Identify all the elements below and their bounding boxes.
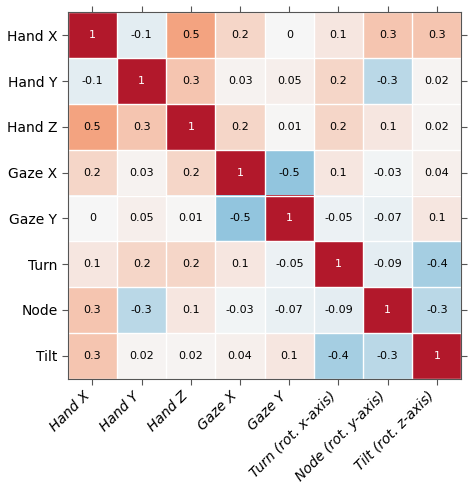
Text: 1: 1	[335, 259, 342, 269]
Text: 0.1: 0.1	[281, 351, 298, 361]
Text: 0.2: 0.2	[83, 168, 101, 178]
Text: -0.4: -0.4	[426, 259, 448, 269]
Text: 0.2: 0.2	[182, 168, 200, 178]
Text: 0.2: 0.2	[133, 259, 151, 269]
Text: 0.1: 0.1	[330, 168, 347, 178]
Text: 1: 1	[187, 122, 194, 132]
Text: 0.1: 0.1	[330, 30, 347, 40]
Text: 0.3: 0.3	[428, 30, 446, 40]
Text: 1: 1	[286, 214, 293, 223]
Text: 0.02: 0.02	[129, 351, 154, 361]
Text: -0.07: -0.07	[374, 214, 402, 223]
Text: 1: 1	[384, 305, 391, 315]
Text: 0.02: 0.02	[425, 76, 449, 86]
Text: 0.5: 0.5	[83, 122, 101, 132]
Text: 0: 0	[286, 30, 293, 40]
Text: 0.1: 0.1	[379, 122, 397, 132]
Text: 1: 1	[433, 351, 440, 361]
Text: 0.2: 0.2	[182, 259, 200, 269]
Text: -0.3: -0.3	[131, 305, 153, 315]
Text: 0.3: 0.3	[83, 305, 101, 315]
Text: -0.09: -0.09	[374, 259, 402, 269]
Text: 0.3: 0.3	[182, 76, 200, 86]
Text: 1: 1	[237, 168, 244, 178]
Text: 0.1: 0.1	[428, 214, 446, 223]
Text: -0.1: -0.1	[82, 76, 103, 86]
Text: 0.2: 0.2	[329, 122, 347, 132]
Text: 0.3: 0.3	[379, 30, 397, 40]
Text: -0.5: -0.5	[278, 168, 300, 178]
Text: 0.2: 0.2	[231, 122, 249, 132]
Text: -0.05: -0.05	[275, 259, 303, 269]
Text: -0.07: -0.07	[275, 305, 304, 315]
Text: 1: 1	[138, 76, 145, 86]
Text: 0.2: 0.2	[329, 76, 347, 86]
Text: 0.04: 0.04	[228, 351, 253, 361]
Text: -0.05: -0.05	[324, 214, 353, 223]
Text: 0.3: 0.3	[133, 122, 150, 132]
Text: 0.2: 0.2	[231, 30, 249, 40]
Text: 0.1: 0.1	[83, 259, 101, 269]
Text: 0.1: 0.1	[231, 259, 249, 269]
Text: -0.03: -0.03	[226, 305, 255, 315]
Text: 0.02: 0.02	[425, 122, 449, 132]
Text: -0.1: -0.1	[131, 30, 153, 40]
Text: 0.5: 0.5	[182, 30, 200, 40]
Text: 0.05: 0.05	[129, 214, 154, 223]
Text: 1: 1	[89, 30, 96, 40]
Text: -0.4: -0.4	[328, 351, 349, 361]
Text: -0.3: -0.3	[377, 76, 399, 86]
Text: -0.09: -0.09	[324, 305, 353, 315]
Text: 0.03: 0.03	[129, 168, 154, 178]
Text: 0.02: 0.02	[179, 351, 203, 361]
Text: 0.3: 0.3	[83, 351, 101, 361]
Text: -0.5: -0.5	[229, 214, 251, 223]
Text: -0.03: -0.03	[374, 168, 402, 178]
Text: 0: 0	[89, 214, 96, 223]
Text: 0.01: 0.01	[277, 122, 301, 132]
Text: 0.01: 0.01	[179, 214, 203, 223]
Text: 0.04: 0.04	[425, 168, 449, 178]
Text: -0.3: -0.3	[377, 351, 399, 361]
Text: 0.03: 0.03	[228, 76, 252, 86]
Text: -0.3: -0.3	[426, 305, 448, 315]
Text: 0.05: 0.05	[277, 76, 301, 86]
Text: 0.1: 0.1	[182, 305, 200, 315]
